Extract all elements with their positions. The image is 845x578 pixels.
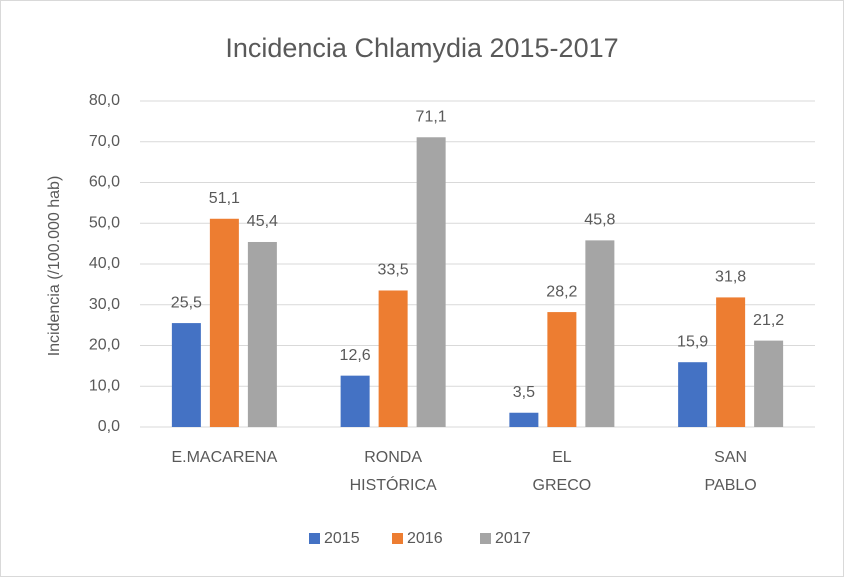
y-tick-label: 40,0 — [89, 255, 120, 272]
data-label: 71,1 — [416, 108, 447, 125]
bar — [678, 362, 708, 427]
bar — [416, 137, 446, 427]
legend-label: 2015 — [324, 530, 360, 547]
y-tick-label: 30,0 — [89, 296, 120, 313]
legend-label: 2016 — [407, 530, 443, 547]
bar — [585, 240, 615, 427]
y-tick-label: 60,0 — [89, 174, 120, 191]
data-label: 45,8 — [584, 212, 615, 229]
bar — [171, 323, 201, 427]
data-label: 31,8 — [715, 269, 746, 286]
data-label: 45,4 — [247, 213, 278, 230]
x-tick-label: SAN PABLO — [705, 449, 757, 494]
bar — [247, 241, 277, 427]
y-axis-label: Incidencia (/100.000 hab) — [46, 176, 63, 357]
x-tick-label: E.MACARENA — [171, 449, 277, 466]
data-label: 12,6 — [340, 347, 371, 364]
bar — [754, 340, 784, 427]
y-tick-label: 80,0 — [89, 92, 120, 109]
data-label: 25,5 — [171, 294, 202, 311]
bar — [547, 312, 577, 427]
legend-label: 2017 — [495, 530, 531, 547]
bar — [209, 218, 239, 427]
legend-swatch — [392, 533, 403, 544]
data-label: 28,2 — [546, 283, 577, 300]
y-tick-label: 50,0 — [89, 214, 120, 231]
bar — [340, 375, 370, 427]
data-label: 33,5 — [378, 262, 409, 279]
y-tick-label: 10,0 — [89, 377, 120, 394]
data-label: 15,9 — [677, 333, 708, 350]
legend-swatch — [309, 533, 320, 544]
data-label: 21,2 — [753, 312, 784, 329]
data-label: 3,5 — [513, 384, 535, 401]
bar — [716, 297, 746, 427]
bar — [378, 290, 408, 427]
data-label: 51,1 — [209, 190, 240, 207]
y-tick-label: 70,0 — [89, 133, 120, 150]
y-tick-label: 20,0 — [89, 337, 120, 354]
legend-swatch — [480, 533, 491, 544]
y-tick-label: 0,0 — [98, 418, 120, 435]
x-tick-label: RONDA HISTÓRICA — [350, 449, 437, 494]
chart-title: Incidencia Chlamydia 2015-2017 — [225, 33, 618, 63]
bar — [509, 412, 539, 427]
x-tick-label: EL GRECO — [533, 449, 592, 494]
